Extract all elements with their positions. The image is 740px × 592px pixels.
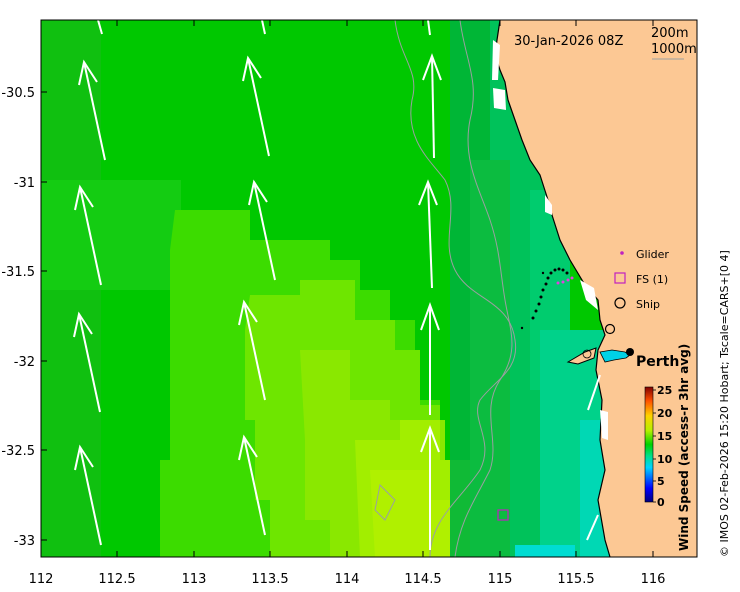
- colorbar-tick: 5: [657, 475, 665, 488]
- lon-tick-label: 112.5: [98, 572, 135, 587]
- lon-tick-label: 112: [29, 572, 54, 587]
- lat-tick-label: -32.5: [1, 444, 35, 459]
- colorbar-tick: 15: [657, 430, 672, 443]
- ship-legend-icon: [614, 297, 626, 309]
- lon-tick-label: 113: [182, 572, 207, 587]
- lat-tick-label: -33: [14, 534, 35, 549]
- lat-tick-label: -31.5: [1, 265, 35, 280]
- lat-tick-label: -32: [14, 355, 35, 370]
- legend-glider: Glider: [636, 248, 669, 261]
- colorbar-label: Wind Speed (access-r 3hr avg): [677, 344, 691, 551]
- map-plot-area: [41, 20, 697, 557]
- isobath-label-1000m: 1000m: [651, 42, 697, 57]
- coastline: [494, 20, 611, 557]
- fs-legend-icon: [614, 272, 626, 284]
- map-frame: [40, 19, 698, 558]
- colorbar: 25 20 15 10 5 0 Wind Speed (access-r 3hr…: [644, 344, 691, 551]
- lon-tick-label: 114: [335, 572, 360, 587]
- lon-tick-label: 115.5: [557, 572, 594, 587]
- credit-text: © IMOS 02-Feb-2026 15:20 Hobart; Tscale=…: [718, 250, 731, 557]
- date-label: 30-Jan-2026 08Z: [514, 34, 623, 49]
- colorbar-tick: 25: [657, 384, 672, 397]
- lat-tick-label: -30.5: [1, 86, 35, 101]
- colorbar-tick: 0: [657, 496, 665, 509]
- tick-marks: [40, 20, 654, 557]
- colorbar-gradient: [644, 386, 654, 503]
- isobath-label-200m: 200m: [651, 26, 688, 41]
- ship-marker: [604, 323, 616, 335]
- lon-tick-label: 115: [488, 572, 513, 587]
- legend-fs: FS (1): [636, 273, 668, 286]
- wind-arrows: [73, 20, 601, 550]
- lat-tick-labels: -30.5 -31 -31.5 -32 -32.5 -33: [1, 86, 35, 549]
- fs-marker: [497, 509, 509, 521]
- glider-legend-icon: [620, 251, 624, 255]
- lat-tick-label: -31: [14, 176, 35, 191]
- glider-track: [520, 267, 569, 330]
- lon-tick-labels: 112 112.5 113 113.5 114 114.5 115 115.5 …: [29, 572, 666, 587]
- legend: Glider FS (1) Ship: [614, 248, 669, 311]
- colorbar-tick: 10: [657, 453, 673, 466]
- colorbar-tick: 20: [657, 407, 673, 420]
- lon-tick-label: 114.5: [404, 572, 441, 587]
- perth-marker: [626, 348, 634, 356]
- lon-tick-label: 113.5: [251, 572, 288, 587]
- legend-ship: Ship: [636, 298, 660, 311]
- perth-label: Perth: [636, 354, 679, 370]
- lon-tick-label: 116: [641, 572, 666, 587]
